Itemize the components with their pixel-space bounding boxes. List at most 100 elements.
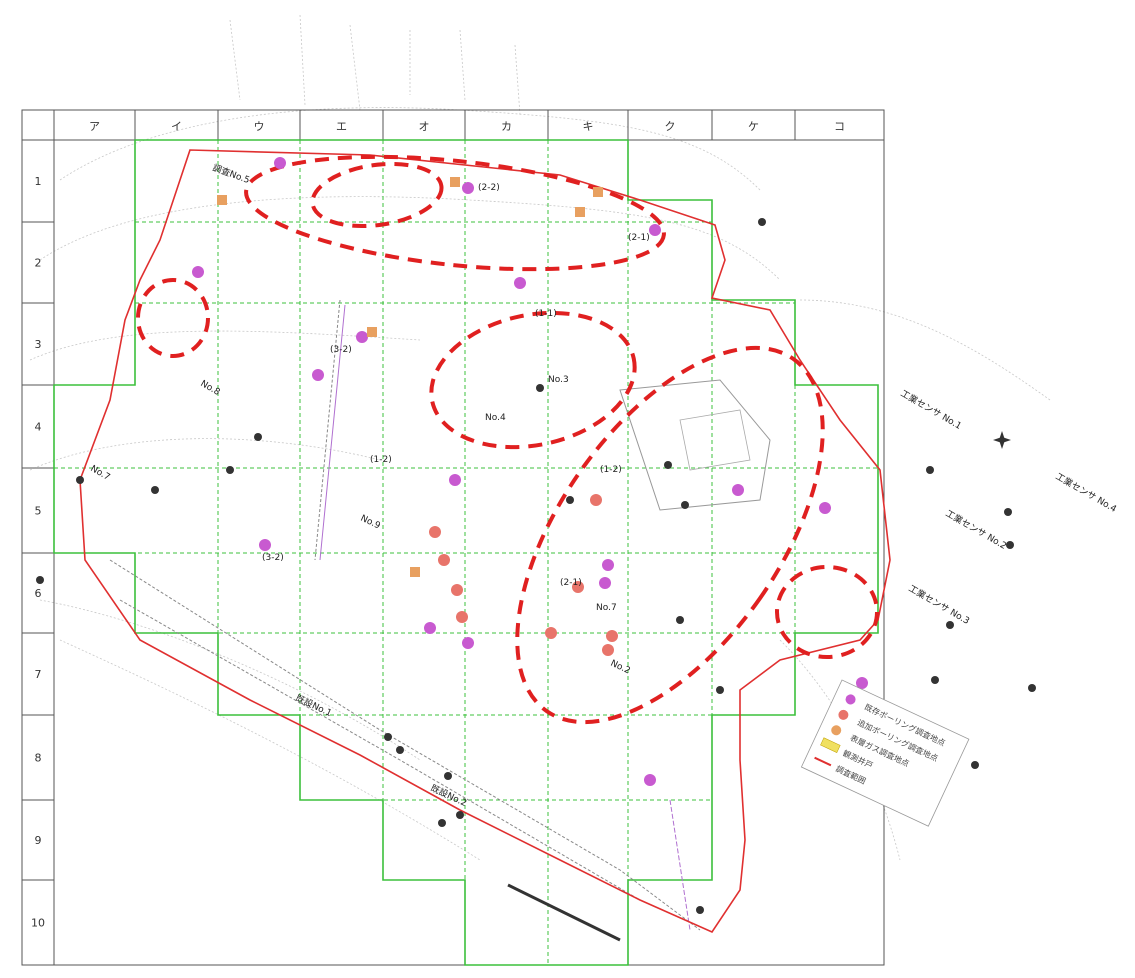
scale-bar [507,883,621,945]
boring-point [514,277,526,289]
well-point [1028,684,1036,692]
boring-point [462,182,474,194]
boring-point [649,224,661,236]
boring-point [856,677,868,689]
well-point [758,218,766,226]
point-label: (3-2) [330,345,352,355]
point-label: 工業センサ No.4 [1054,470,1120,515]
legend-swatch [845,694,856,705]
row-header-2: 2 [35,257,42,270]
site-boundary [79,149,891,934]
well-point [151,486,159,494]
column-header-6: カ [501,120,512,133]
point-label: No.7 [596,603,617,613]
boring-point [312,369,324,381]
compass-icon [993,431,1011,449]
boring-point [819,502,831,514]
boring-point [259,539,271,551]
gas-survey-point [367,327,377,337]
boring-point [451,584,463,596]
well-point [676,616,684,624]
well-point [36,576,44,584]
point-label: (1-1) [535,309,557,319]
well-point [226,466,234,474]
well-point [384,733,392,741]
boring-point [545,627,557,639]
row-header-6: 6 [35,587,42,600]
gas-survey-point [575,207,585,217]
well-point [254,433,262,441]
column-header-2: イ [171,120,182,133]
gas-survey-point [450,177,460,187]
boring-point [438,554,450,566]
well-point [396,746,404,754]
point-label: 工業センサ No.1 [899,387,964,432]
well-point [1006,541,1014,549]
well-point [971,761,979,769]
point-label: No.2 [609,659,632,677]
point-label: (1-2) [370,455,392,465]
row-header-10: 10 [31,917,45,930]
column-header-4: エ [336,120,347,133]
target-areas [136,154,879,725]
point-label: No.4 [485,413,506,423]
row-header-4: 4 [35,421,42,434]
legend-swatch [838,709,849,720]
row-header-5: 5 [35,505,42,518]
well-point [946,621,954,629]
point-label: (3-2) [262,553,284,563]
boring-point [602,644,614,656]
boring-point [429,526,441,538]
legend-swatch [820,737,841,753]
gas-survey-point [217,195,227,205]
column-header-3: ウ [254,120,265,133]
well-point [931,676,939,684]
grid-frame [21,109,885,966]
row-header-1: 1 [35,175,42,188]
site-roads [109,299,771,931]
point-labels: 調査No.5 (2-2) (2-1) (1-1) (3-2) No.3 No.4 (1-2) (… [89,162,1120,810]
point-label: 工業センサ No.3 [907,582,972,627]
column-header-7: キ [583,120,594,133]
point-label: (2-2) [478,183,500,193]
gas-survey-point [593,187,603,197]
boring-point [606,630,618,642]
boring-point [644,774,656,786]
well-point [536,384,544,392]
boring-point [456,611,468,623]
row-header-3: 3 [35,338,42,351]
well-point [696,906,704,914]
well-point [444,772,452,780]
point-label: (2-1) [560,578,582,588]
point-label: 既設No.2 [429,782,469,809]
well-point [566,496,574,504]
boring-point [274,157,286,169]
boring-point [572,581,584,593]
legend-swatch [831,725,842,736]
boring-point [732,484,744,496]
point-label: 調査No.5 [211,162,251,187]
well-point [716,686,724,694]
column-header-1: ア [89,120,100,133]
row-header-8: 8 [35,752,42,765]
column-header-5: オ [419,120,430,133]
boring-point [356,331,368,343]
point-label: No.3 [548,375,569,385]
point-label: (1-2) [600,465,622,475]
well-point [456,811,464,819]
row-header-9: 9 [35,834,42,847]
boring-point [599,577,611,589]
column-header-10: コ [834,120,845,133]
well-point [681,501,689,509]
column-header-9: ケ [748,120,759,133]
boring-point [590,494,602,506]
boring-point [424,622,436,634]
boring-point [192,266,204,278]
row-headers: 1 2 3 4 5 6 7 8 9 10 [22,175,54,966]
well-point [76,476,84,484]
column-header-8: ク [665,120,676,133]
topographic-contours [29,14,1051,861]
boring-point [602,559,614,571]
